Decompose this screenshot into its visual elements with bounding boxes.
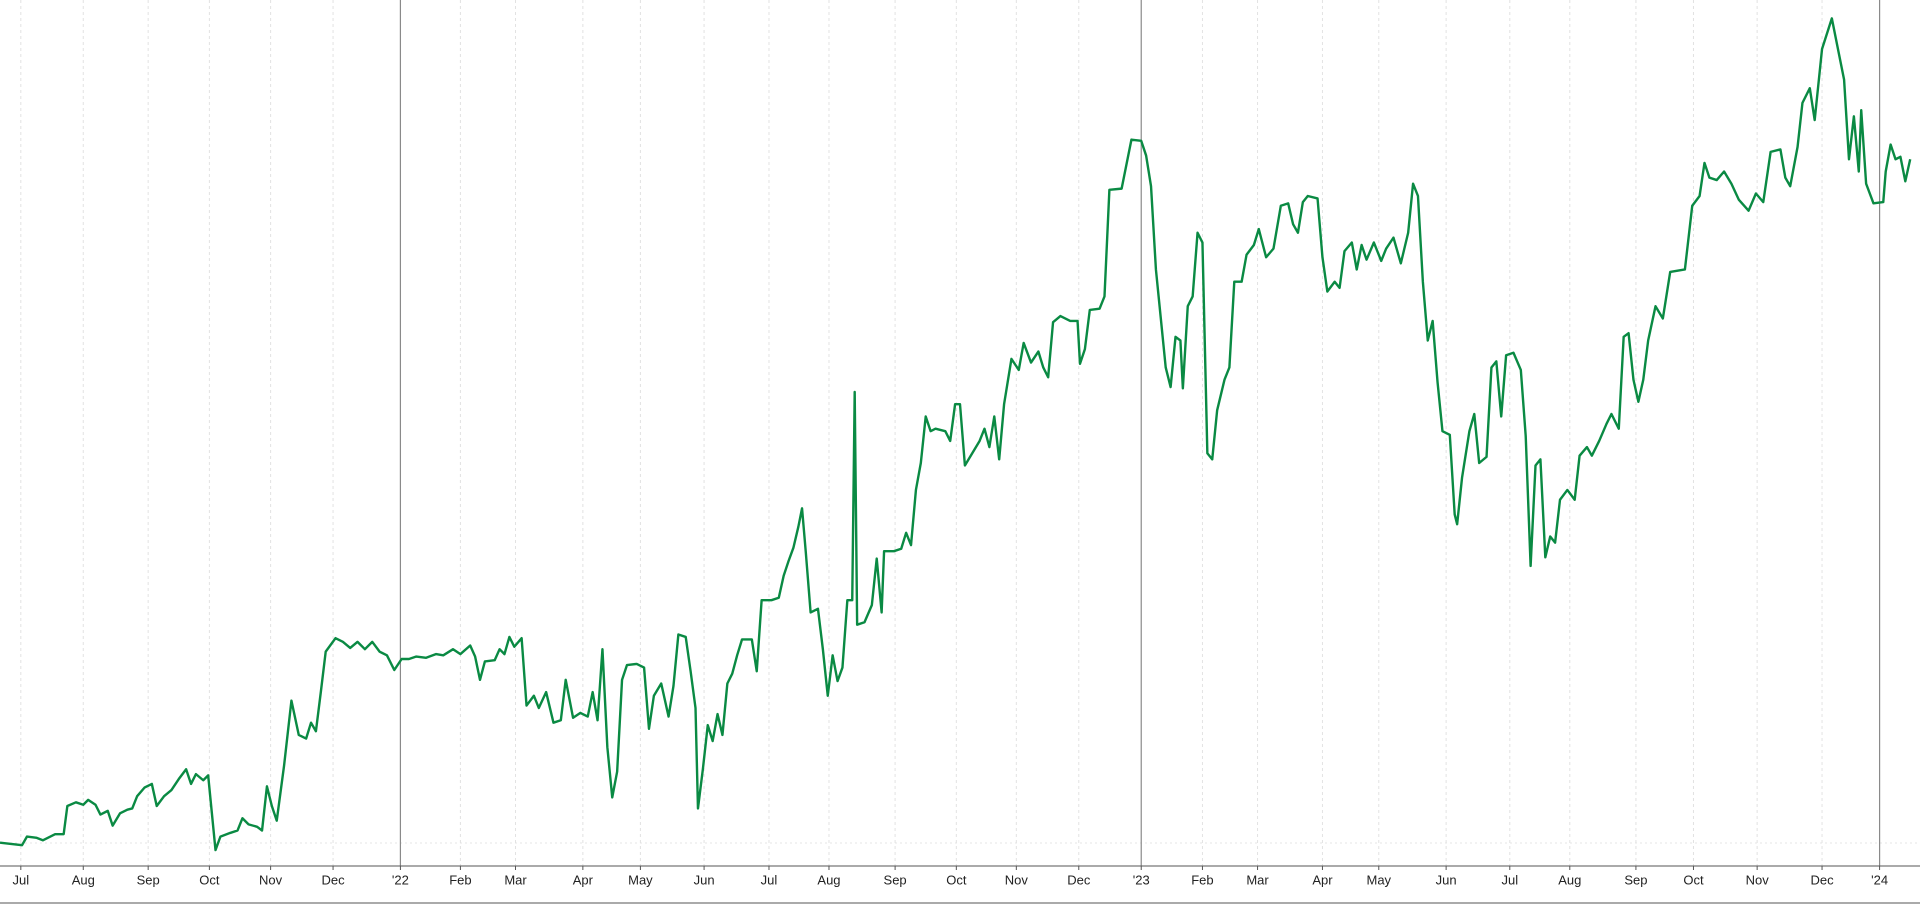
x-tick-label: Feb bbox=[449, 872, 471, 887]
x-tick-label: Jul bbox=[1501, 872, 1518, 887]
x-tick-label: Nov bbox=[259, 872, 283, 887]
x-tick-label: Dec bbox=[1067, 872, 1091, 887]
x-tick-label: May bbox=[1366, 872, 1391, 887]
x-tick-label: Nov bbox=[1746, 872, 1770, 887]
x-tick-label: '24 bbox=[1871, 872, 1888, 887]
x-tick-label: Sep bbox=[1624, 872, 1647, 887]
x-tick-label: Dec bbox=[321, 872, 345, 887]
x-tick-label: May bbox=[628, 872, 653, 887]
x-tick-label: Sep bbox=[137, 872, 160, 887]
plot bbox=[0, 17, 1912, 852]
x-tick-label: Feb bbox=[1191, 872, 1213, 887]
x-tick-labels: Jul Aug Sep Oct Nov Dec '22 Feb Mar Apr May Jun Jul A… bbox=[13, 866, 1888, 887]
x-tick-label: Oct bbox=[1683, 872, 1704, 887]
x-tick-label: Sep bbox=[884, 872, 907, 887]
x-tick-label: '22 bbox=[392, 872, 409, 887]
x-tick-label: Apr bbox=[573, 872, 594, 887]
x-tick-label: Mar bbox=[1246, 872, 1269, 887]
x-tick-label: '23 bbox=[1133, 872, 1150, 887]
x-tick-label: Jul bbox=[761, 872, 778, 887]
x-tick-label: Apr bbox=[1312, 872, 1333, 887]
x-tick-label: Aug bbox=[817, 872, 840, 887]
x-tick-label: Aug bbox=[72, 872, 95, 887]
x-tick-label: Aug bbox=[1558, 872, 1581, 887]
x-tick-label: Nov bbox=[1005, 872, 1029, 887]
x-tick-label: Dec bbox=[1810, 872, 1834, 887]
x-tick-label: Mar bbox=[504, 872, 527, 887]
x-tick-label: Oct bbox=[199, 872, 220, 887]
x-tick-label: Jun bbox=[694, 872, 715, 887]
x-tick-label: Jul bbox=[13, 872, 30, 887]
price-line bbox=[0, 17, 1912, 852]
x-tick-label: Jun bbox=[1436, 872, 1457, 887]
x-tick-label: Oct bbox=[946, 872, 967, 887]
